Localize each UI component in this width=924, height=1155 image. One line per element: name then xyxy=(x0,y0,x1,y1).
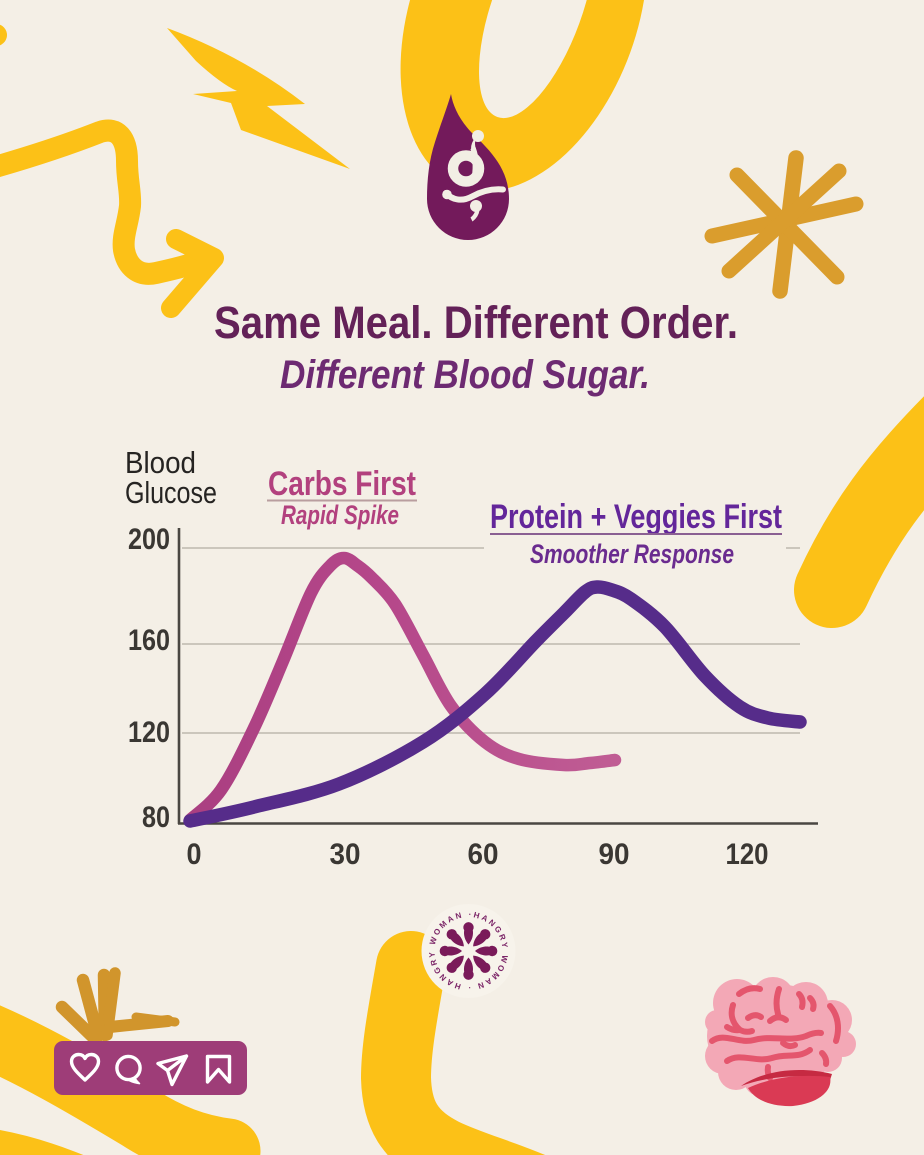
svg-text:Smoother Response: Smoother Response xyxy=(530,539,734,569)
svg-text:90: 90 xyxy=(599,838,630,871)
svg-text:160: 160 xyxy=(128,624,170,657)
svg-text:Glucose: Glucose xyxy=(125,475,217,510)
svg-text:Rapid Spike: Rapid Spike xyxy=(281,500,399,530)
svg-text:Same Meal. Different Order.: Same Meal. Different Order. xyxy=(214,297,738,348)
svg-text:120: 120 xyxy=(128,716,170,749)
svg-text:Blood: Blood xyxy=(125,445,196,480)
svg-text:30: 30 xyxy=(330,838,361,871)
svg-text:60: 60 xyxy=(468,838,499,871)
svg-text:Protein + Veggies First: Protein + Veggies First xyxy=(490,498,782,536)
svg-text:200: 200 xyxy=(128,523,170,556)
svg-text:Different Blood Sugar.: Different Blood Sugar. xyxy=(280,353,650,397)
svg-text:80: 80 xyxy=(142,801,170,834)
svg-text:Carbs First: Carbs First xyxy=(268,465,416,503)
svg-text:0: 0 xyxy=(187,838,202,871)
svg-text:120: 120 xyxy=(726,838,769,871)
